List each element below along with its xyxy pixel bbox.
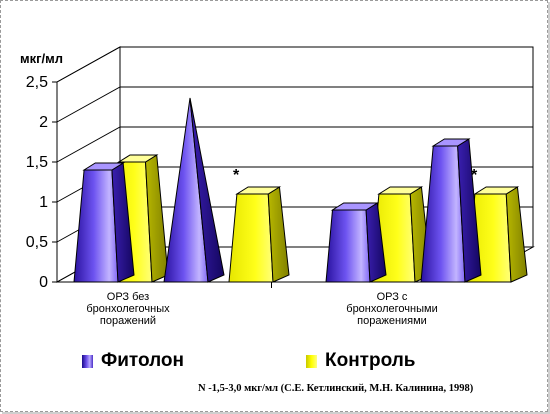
legend-label: Контроль (325, 350, 416, 371)
bars: * * (73, 97, 528, 283)
bar-phytolon (163, 97, 225, 283)
gridline (56, 86, 533, 123)
bar-phytolon (73, 162, 135, 283)
y-tick-label: 0,5 (26, 234, 48, 251)
y-tick-label: 2,5 (26, 74, 48, 91)
category-label: ОРЗ с бронхолегочными поражениями (346, 291, 438, 327)
footnote: N -1,5-3,0 мкг/мл (С.Е. Кетлинский, М.Н.… (198, 383, 474, 394)
significance-marker: * (233, 167, 240, 184)
y-tick-label: 2 (39, 114, 48, 131)
legend-label: Фитолон (101, 350, 184, 371)
legend-swatch-phytolon (82, 354, 93, 368)
category-label: ОРЗ без бронхолегочных поражений (86, 291, 170, 327)
y-tick-label: 0 (39, 274, 48, 291)
y-tick-label: 1,5 (26, 154, 48, 171)
legend-swatch-control (306, 354, 317, 368)
bar-phytolon (420, 138, 482, 283)
y-tick-label: 1 (39, 194, 48, 211)
bar-control (228, 186, 290, 283)
y-axis-ticks: 0 0,5 1 1,5 2 2,5 (26, 74, 57, 291)
gridline (56, 126, 533, 163)
legend-item-phytolon: Фитолон (82, 350, 184, 372)
gridline (56, 46, 533, 83)
bar-phytolon (325, 202, 387, 283)
y-axis-unit: мкг/мл (20, 51, 64, 66)
significance-marker: * (471, 167, 478, 184)
legend-item-control: Контроль (306, 350, 415, 372)
